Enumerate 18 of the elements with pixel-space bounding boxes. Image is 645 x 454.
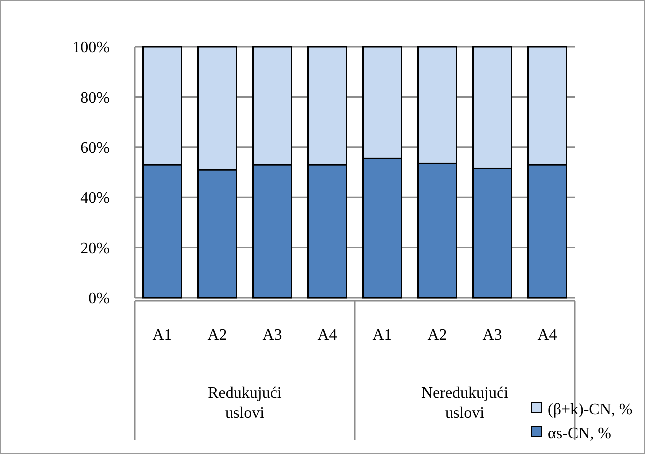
y-tick-label: 40%	[80, 190, 110, 208]
text: Neredukujući uslovi	[421, 385, 510, 422]
x-tick-label: A3	[262, 327, 282, 344]
y-tick-label: 60%	[80, 140, 110, 157]
x-tick-label: A1	[372, 327, 392, 344]
text: Redukujući uslovi	[208, 385, 282, 422]
legend-label: αs-CN, %	[548, 426, 612, 443]
x-tick-label: A1	[152, 327, 172, 344]
y-tick-label: 20%	[80, 240, 110, 258]
x-tick-label: A2	[208, 327, 228, 344]
y-tick-label: 80%	[80, 90, 110, 107]
x-tick-label: A2	[428, 327, 448, 344]
x-tick-label: A4	[318, 327, 338, 344]
x-tick-label: A4	[538, 327, 558, 344]
x-tick-label: A3	[482, 327, 502, 344]
legend-label: (β+k)-CN, %	[548, 402, 633, 419]
y-tick-label: 100%	[72, 40, 110, 57]
y-tick-label: 0%	[88, 290, 110, 308]
